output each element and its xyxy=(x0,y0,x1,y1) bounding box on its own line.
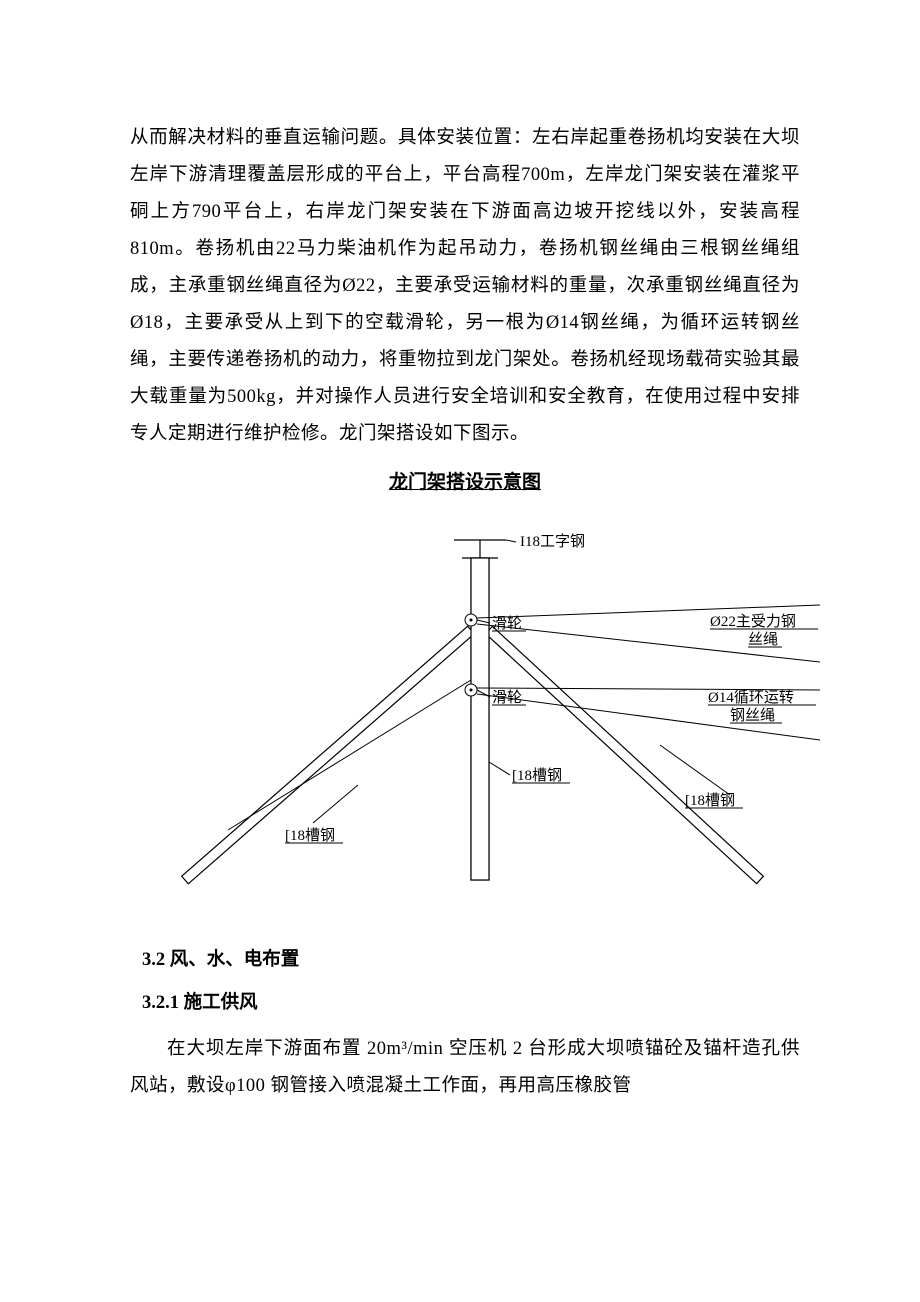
svg-text:[18槽钢: [18槽钢 xyxy=(685,792,735,809)
svg-text:滑轮: 滑轮 xyxy=(492,689,522,706)
section-3-2-1-heading: 3.2.1 施工供风 xyxy=(142,987,800,1020)
svg-text:钢丝绳: 钢丝绳 xyxy=(730,707,775,724)
section-3-2-heading: 3.2 风、水、电布置 xyxy=(142,944,800,977)
svg-text:[18槽钢: [18槽钢 xyxy=(512,767,562,784)
svg-text:[18槽钢: [18槽钢 xyxy=(285,827,335,844)
svg-text:Ø22主受力钢: Ø22主受力钢 xyxy=(710,613,796,630)
intro-paragraph: 从而解决材料的垂直运输问题。具体安装位置：左右岸起重卷扬机均安装在大坝左岸下游清… xyxy=(130,120,800,453)
svg-text:丝绳: 丝绳 xyxy=(748,631,778,648)
figure-title: 龙门架搭设示意图 xyxy=(130,467,800,494)
page: 从而解决材料的垂直运输问题。具体安装位置：左右岸起重卷扬机均安装在大坝左岸下游清… xyxy=(0,0,920,1302)
svg-text:I18工字钢: I18工字钢 xyxy=(520,533,585,550)
gantry-diagram: I18工字钢[18槽钢[18槽钢滑轮滑轮[18槽钢Ø22主受力钢丝绳Ø14循环运… xyxy=(130,510,800,930)
section-3-2-1-paragraph: 在大坝左岸下游面布置 20m³/min 空压机 2 台形成大坝喷锚砼及锚杆造孔供… xyxy=(130,1031,800,1105)
svg-text:Ø14循环运转: Ø14循环运转 xyxy=(708,689,794,706)
